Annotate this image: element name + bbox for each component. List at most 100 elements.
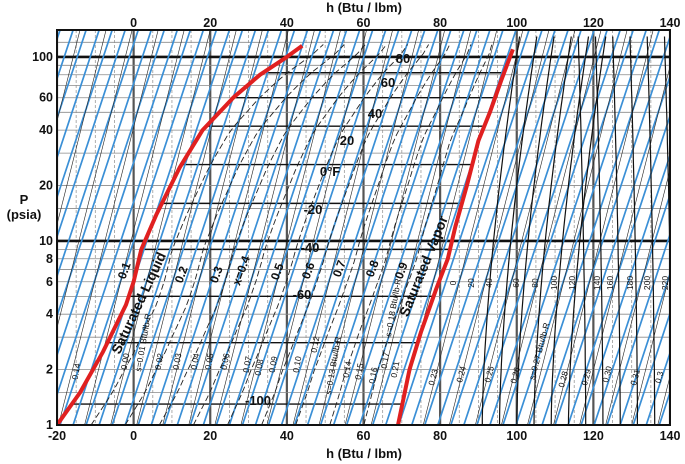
superheat-temperature-label: 20 — [466, 278, 476, 288]
y-tick-label: 10 — [39, 234, 53, 248]
quality-label: 0.3 — [207, 264, 226, 285]
x-axis-title-top: h (Btu / lbm) — [326, 0, 402, 15]
superheat-isotherm-line — [498, 36, 538, 425]
isentrope-line — [176, 30, 309, 425]
superheat-isotherm-line — [594, 36, 604, 425]
density-line — [344, 30, 446, 425]
entropy-label: 0.25 — [482, 365, 496, 384]
isentrope-line — [280, 30, 413, 425]
quality-line — [329, 44, 472, 425]
isotherm-label: -20 — [304, 202, 323, 217]
entropy-label: 0.10 — [291, 355, 304, 373]
entropy-label: 0.07 — [241, 355, 254, 373]
y-tick-label: 6 — [46, 275, 53, 289]
y-axis-title-unit: (psia) — [7, 207, 42, 222]
density-line — [605, 168, 670, 425]
isotherm-label: 60 — [381, 75, 395, 90]
isentrope-line — [72, 30, 205, 425]
x-tick-label-top: 120 — [583, 16, 604, 30]
quality-label: 0.5 — [268, 261, 287, 282]
density-line — [475, 30, 576, 425]
isentrope-line — [397, 30, 530, 425]
x-tick-label-bottom: 100 — [506, 429, 527, 443]
y-axis-title-symbol: P — [20, 192, 29, 207]
entropy-label: 0.03 — [171, 352, 184, 370]
y-tick-label: 2 — [46, 363, 53, 377]
entropy-label: 0.3 — [653, 370, 666, 384]
y-tick-label: 60 — [39, 91, 53, 105]
x-tick-label-bottom: 40 — [280, 429, 294, 443]
entropy-label: 0.06 — [219, 352, 232, 370]
entropy-label: 0.02 — [153, 352, 166, 370]
entropy-label: 0.21 — [389, 360, 402, 378]
entropy-label: 0.26 — [508, 366, 522, 385]
density-line — [449, 30, 550, 425]
density-line — [292, 30, 393, 425]
entropy-label: 0.30 — [600, 365, 614, 384]
isentrope-line — [632, 310, 670, 425]
superheat-isotherm-line — [629, 36, 639, 425]
isentrope-line — [371, 30, 504, 425]
quality-line — [227, 44, 408, 425]
isentrope-line — [57, 30, 87, 122]
quality-line — [124, 44, 345, 425]
density-line — [136, 30, 237, 425]
isentrope-line — [306, 30, 439, 425]
entropy-label: 0.28 — [556, 370, 570, 389]
density-line — [57, 30, 107, 226]
superheat-temperature-label: 40 — [484, 278, 494, 288]
x-tick-label-top: 0 — [130, 16, 137, 30]
x-tick-label-bottom: 20 — [203, 429, 217, 443]
superheat-temperature-label: 120 — [567, 276, 577, 290]
density-line — [318, 30, 419, 425]
density-line — [240, 30, 341, 425]
entropy-label: 0.04 — [189, 352, 202, 370]
x-tick-label-bottom: -20 — [48, 429, 66, 443]
x-tick-label-bottom: 80 — [433, 429, 447, 443]
superheat-isotherm-line — [516, 36, 555, 425]
isentrope-line — [489, 30, 622, 425]
isentrope-line — [554, 73, 670, 425]
density-line — [422, 30, 524, 425]
quality-line — [158, 44, 366, 425]
y-tick-label: 1 — [46, 418, 53, 432]
density-line — [162, 30, 263, 425]
entropy-label: 0.23 — [426, 368, 440, 387]
quality-line — [363, 44, 493, 425]
x-tick-label-top: 80 — [433, 16, 447, 30]
entropy-label: 0.12 — [309, 335, 322, 353]
isotherm-label: -100 — [245, 393, 271, 408]
superheat-isotherm-line — [646, 36, 656, 425]
x-tick-label-top: 40 — [280, 16, 294, 30]
superheat-temperature-label: 80 — [530, 278, 540, 288]
entropy-label: 0.29 — [579, 368, 593, 387]
quality-line — [90, 44, 324, 425]
x-tick-label-top: 20 — [203, 16, 217, 30]
density-line — [579, 65, 670, 425]
quality-label: 0.9 — [392, 260, 411, 281]
isentrope-line — [228, 30, 361, 425]
isotherm-label: 0°F — [320, 164, 340, 179]
isentrope-line — [57, 30, 100, 161]
isentrope-line — [410, 30, 543, 425]
y-tick-label: 4 — [46, 307, 53, 321]
isotherm-label: -60 — [293, 287, 312, 302]
superheat-isotherm-line — [481, 36, 521, 425]
entropy-label: 0.05 — [203, 352, 216, 370]
density-line — [214, 30, 315, 425]
saturated-liquid-curve — [57, 44, 304, 425]
y-tick-label: 20 — [39, 179, 53, 193]
x-tick-label-top: 100 — [506, 16, 527, 30]
isotherm-label: -40 — [301, 240, 320, 255]
isentrope-line — [57, 30, 166, 359]
isentrope-line — [450, 30, 582, 425]
x-tick-label-bottom: 120 — [583, 429, 604, 443]
density-line — [58, 30, 159, 425]
isotherm-label: 80 — [396, 51, 410, 66]
entropy-label: 0.08 — [253, 358, 266, 376]
superheat-isotherm-line — [612, 36, 621, 425]
isentrope-line — [111, 30, 244, 425]
saturation-layer — [57, 44, 515, 425]
